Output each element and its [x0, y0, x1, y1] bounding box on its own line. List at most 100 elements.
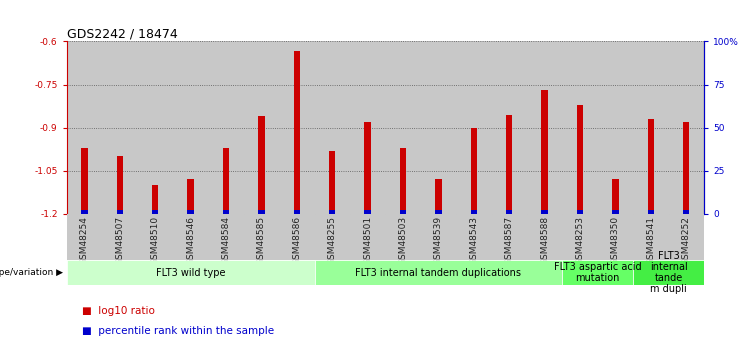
- Bar: [456, 214, 491, 260]
- Bar: [456, 41, 491, 214]
- Bar: [562, 41, 598, 214]
- Text: GSM48588: GSM48588: [540, 216, 549, 265]
- Text: FLT3 aspartic acid
mutation: FLT3 aspartic acid mutation: [554, 262, 642, 283]
- Bar: [223, 210, 229, 214]
- Text: FLT3
internal
tande
m dupli: FLT3 internal tande m dupli: [650, 252, 688, 294]
- Bar: [542, 210, 548, 214]
- Bar: [293, 51, 300, 214]
- Bar: [223, 148, 229, 214]
- Bar: [329, 210, 336, 214]
- Text: GSM48586: GSM48586: [292, 216, 302, 265]
- Bar: [421, 41, 456, 214]
- Bar: [208, 41, 244, 214]
- Text: GSM48546: GSM48546: [186, 216, 195, 265]
- Bar: [385, 41, 421, 214]
- Bar: [576, 105, 583, 214]
- Bar: [138, 41, 173, 214]
- Bar: [421, 214, 456, 260]
- Bar: [67, 260, 314, 285]
- Bar: [173, 41, 208, 214]
- Text: GSM48252: GSM48252: [682, 216, 691, 265]
- Bar: [350, 214, 385, 260]
- Text: GSM48543: GSM48543: [469, 216, 479, 265]
- Bar: [598, 214, 633, 260]
- Bar: [527, 214, 562, 260]
- Bar: [102, 214, 138, 260]
- Bar: [633, 41, 668, 214]
- Bar: [612, 210, 619, 214]
- Bar: [506, 115, 513, 214]
- Bar: [152, 210, 159, 214]
- Text: GSM48584: GSM48584: [222, 216, 230, 265]
- Bar: [329, 151, 336, 214]
- Bar: [138, 214, 173, 260]
- Bar: [668, 214, 704, 260]
- Bar: [365, 122, 370, 214]
- Bar: [173, 214, 208, 260]
- Bar: [116, 210, 123, 214]
- Bar: [562, 214, 598, 260]
- Bar: [279, 214, 314, 260]
- Bar: [471, 128, 477, 214]
- Bar: [208, 214, 244, 260]
- Bar: [116, 156, 123, 214]
- Bar: [187, 179, 194, 214]
- Text: GSM48503: GSM48503: [399, 216, 408, 265]
- Bar: [612, 179, 619, 214]
- Text: GSM48587: GSM48587: [505, 216, 514, 265]
- Bar: [67, 41, 102, 214]
- Bar: [648, 119, 654, 214]
- Bar: [435, 210, 442, 214]
- Bar: [67, 214, 102, 260]
- Text: FLT3 internal tandem duplications: FLT3 internal tandem duplications: [356, 268, 522, 277]
- Text: ■  percentile rank within the sample: ■ percentile rank within the sample: [82, 326, 273, 336]
- Bar: [683, 122, 689, 214]
- Text: GSM48539: GSM48539: [434, 216, 443, 265]
- Bar: [385, 214, 421, 260]
- Bar: [350, 41, 385, 214]
- Bar: [244, 214, 279, 260]
- Text: GSM48255: GSM48255: [328, 216, 336, 265]
- Bar: [668, 41, 704, 214]
- Text: GSM48501: GSM48501: [363, 216, 372, 265]
- Text: GDS2242 / 18474: GDS2242 / 18474: [67, 27, 177, 40]
- Bar: [598, 41, 633, 214]
- Bar: [527, 41, 562, 214]
- Text: GSM48507: GSM48507: [116, 216, 124, 265]
- Text: GSM48541: GSM48541: [646, 216, 655, 265]
- Text: FLT3 wild type: FLT3 wild type: [156, 268, 225, 277]
- Bar: [279, 41, 314, 214]
- Bar: [258, 116, 265, 214]
- Bar: [187, 210, 194, 214]
- Bar: [258, 210, 265, 214]
- Bar: [435, 179, 442, 214]
- Bar: [293, 210, 300, 214]
- Bar: [314, 41, 350, 214]
- Bar: [244, 41, 279, 214]
- Bar: [471, 210, 477, 214]
- Bar: [400, 148, 406, 214]
- Text: GSM48253: GSM48253: [576, 216, 585, 265]
- Bar: [102, 41, 138, 214]
- Text: GSM48350: GSM48350: [611, 216, 620, 265]
- Bar: [633, 214, 668, 260]
- Text: GSM48585: GSM48585: [257, 216, 266, 265]
- Bar: [576, 210, 583, 214]
- Text: GSM48254: GSM48254: [80, 216, 89, 265]
- Bar: [683, 210, 689, 214]
- Bar: [491, 41, 527, 214]
- Bar: [491, 214, 527, 260]
- Bar: [365, 210, 370, 214]
- Text: GSM48510: GSM48510: [150, 216, 160, 265]
- Bar: [152, 185, 159, 214]
- Bar: [648, 210, 654, 214]
- Text: genotype/variation ▶: genotype/variation ▶: [0, 268, 63, 277]
- Bar: [400, 210, 406, 214]
- Bar: [314, 260, 562, 285]
- Bar: [82, 148, 87, 214]
- Bar: [562, 260, 633, 285]
- Text: ■  log10 ratio: ■ log10 ratio: [82, 306, 154, 315]
- Bar: [82, 210, 87, 214]
- Bar: [542, 90, 548, 214]
- Bar: [506, 210, 513, 214]
